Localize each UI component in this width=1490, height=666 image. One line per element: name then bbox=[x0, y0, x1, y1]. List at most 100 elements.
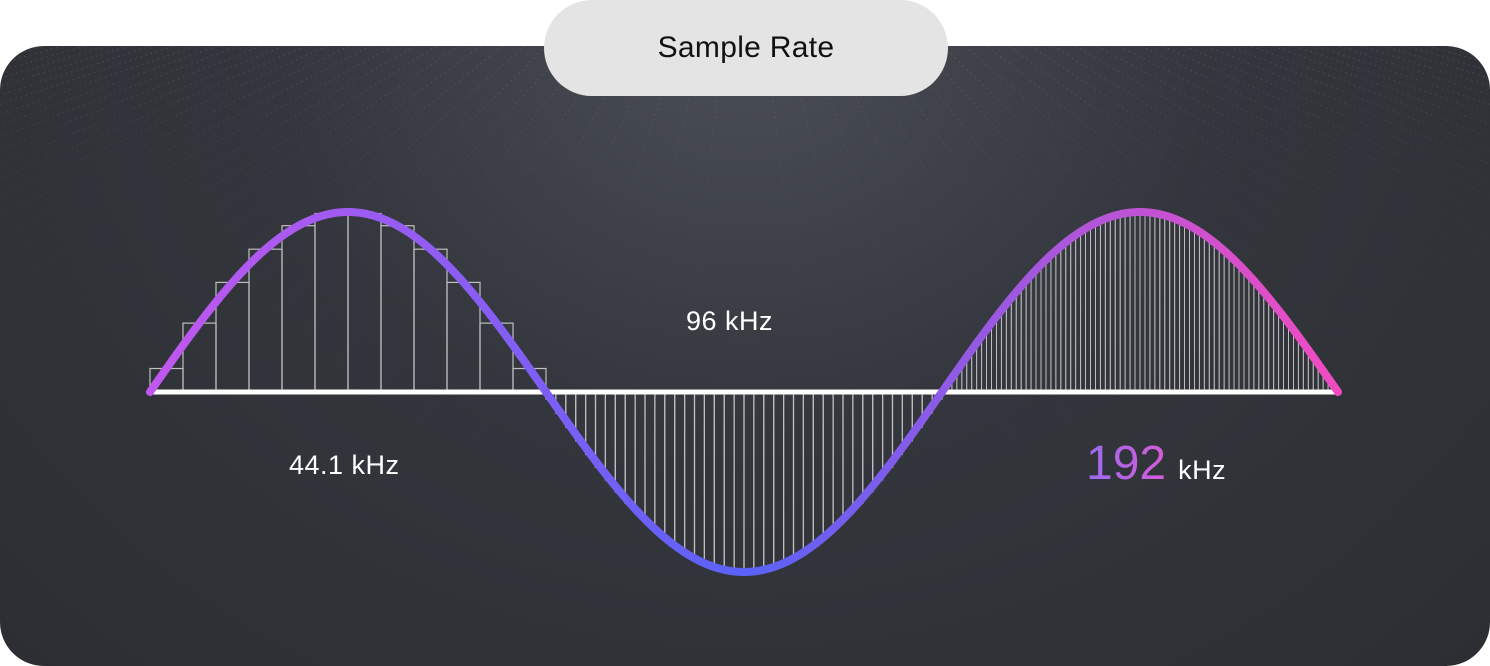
sample-bar-mid bbox=[674, 391, 686, 550]
sample-bar-high bbox=[1109, 215, 1116, 393]
sample-bar-high bbox=[1184, 223, 1190, 393]
sample-bar-high bbox=[1223, 252, 1230, 393]
sample-bar-high bbox=[1233, 261, 1240, 393]
sample-bar-mid bbox=[733, 391, 745, 573]
sample-bar-mid bbox=[822, 391, 834, 534]
sample-bar-mid bbox=[693, 391, 705, 562]
sample-bar-mid bbox=[634, 391, 646, 515]
sample-bar-high bbox=[1263, 294, 1270, 393]
sample-bar-high bbox=[1203, 236, 1210, 393]
sample-bar-mid bbox=[654, 391, 666, 534]
sample-bar-high bbox=[1124, 212, 1131, 393]
sample-bar-low bbox=[380, 225, 415, 393]
sample-bar-mid bbox=[862, 391, 874, 493]
sample-bar-high bbox=[1213, 243, 1220, 393]
sample-bar-high bbox=[1134, 211, 1141, 393]
sample-bar-high bbox=[1114, 214, 1121, 393]
sample-bar-mid bbox=[614, 391, 626, 493]
sample-bar-high bbox=[996, 313, 1002, 393]
page-title: Sample Rate bbox=[657, 31, 835, 64]
rate-label-low: 44.1 kHz bbox=[289, 450, 400, 480]
sample-bar-high bbox=[1104, 217, 1111, 393]
sample-bar-high bbox=[1164, 215, 1171, 393]
sample-bar-high bbox=[1020, 282, 1027, 393]
sample-bar-high bbox=[1268, 300, 1275, 393]
sample-bar-high bbox=[1288, 325, 1294, 393]
sample-bar-low bbox=[314, 212, 349, 393]
sample-bar-high bbox=[1174, 219, 1181, 393]
sample-bar-high bbox=[1208, 239, 1215, 393]
sample-bar-high bbox=[1040, 261, 1047, 393]
sample-bar-high bbox=[1035, 266, 1042, 393]
sample-bar-mid bbox=[743, 391, 755, 573]
sample-bar-high bbox=[1159, 214, 1166, 393]
rate-high-unit: kHz bbox=[1178, 455, 1227, 485]
sample-bar-high bbox=[1283, 319, 1289, 393]
sine-wave bbox=[146, 207, 1342, 577]
sample-bar-low bbox=[413, 248, 448, 393]
sample-bar-high bbox=[1015, 288, 1022, 393]
sample-bar-high bbox=[1025, 277, 1032, 393]
sample-bar-high bbox=[1154, 213, 1161, 393]
sample-bar-mid bbox=[773, 391, 785, 566]
sample-bar-high bbox=[1139, 211, 1146, 393]
sample-bar-high bbox=[1129, 211, 1136, 393]
dark-panel bbox=[0, 46, 1490, 666]
sample-bar-high bbox=[1030, 271, 1037, 393]
sample-bar-mid bbox=[594, 391, 606, 468]
sample-bar-high bbox=[1218, 248, 1225, 393]
sample-bar-high bbox=[1278, 313, 1284, 393]
sample-bar-mid bbox=[723, 391, 735, 572]
sample-bar-high bbox=[991, 319, 997, 393]
sample-bar-low bbox=[347, 212, 382, 393]
title-pill: Sample Rate bbox=[544, 0, 948, 96]
sample-bar-high bbox=[1258, 288, 1265, 393]
sample-bar-mid bbox=[624, 391, 636, 505]
sample-bar-mid bbox=[703, 391, 715, 566]
sample-bar-mid bbox=[792, 391, 804, 557]
sample-bar-high bbox=[1090, 223, 1096, 393]
sample-bar-high bbox=[1099, 219, 1106, 393]
sample-bar-high bbox=[1085, 226, 1091, 393]
sample-bar-high bbox=[1055, 248, 1062, 393]
sample-bar-mid bbox=[812, 391, 824, 543]
sample-bar-high bbox=[1005, 300, 1012, 393]
sample-bar-high bbox=[1149, 212, 1156, 393]
rate-label-mid: 96 kHz bbox=[686, 306, 774, 336]
sample-bar-high bbox=[1169, 217, 1176, 393]
sample-bar-high bbox=[1198, 232, 1205, 393]
sample-bar-high bbox=[1075, 232, 1082, 393]
sample-bar-high bbox=[1119, 213, 1126, 393]
sample-bar-low bbox=[248, 248, 283, 393]
sample-bar-high bbox=[1243, 271, 1250, 393]
sample-bar-high bbox=[1094, 221, 1101, 393]
sample-bar-high bbox=[1238, 266, 1245, 393]
sample-bar-high bbox=[1193, 229, 1200, 393]
sample-bar-mid bbox=[802, 391, 814, 550]
sample-bar-high bbox=[1010, 294, 1017, 393]
rate-high-value: 192 bbox=[1086, 437, 1167, 490]
sample-bar-mid bbox=[842, 391, 854, 515]
sample-bar-mid bbox=[713, 391, 725, 570]
sample-bar-mid bbox=[881, 391, 894, 468]
sample-bar-high bbox=[986, 325, 992, 393]
sample-bar-mid bbox=[763, 391, 775, 570]
sample-bar-mid bbox=[872, 391, 884, 481]
sample-bar-low bbox=[281, 225, 316, 393]
sample-bar-high bbox=[1189, 226, 1195, 393]
sample-bar-high bbox=[1065, 239, 1072, 393]
rate-label-high: 192 kHz bbox=[1086, 436, 1226, 491]
sample-bar-high bbox=[1060, 243, 1067, 393]
sample-bar-high bbox=[1273, 306, 1280, 393]
sample-bar-mid bbox=[832, 391, 844, 525]
sample-bar-high bbox=[1253, 282, 1260, 393]
sample-bar-high bbox=[1248, 277, 1255, 393]
sample-bar-high bbox=[1144, 211, 1151, 393]
sample-bar-mid bbox=[644, 391, 656, 525]
sample-bar-high bbox=[1080, 229, 1086, 393]
sample-bar-mid bbox=[782, 391, 795, 562]
sample-bar-mid bbox=[664, 391, 676, 543]
sample-bar-mid bbox=[852, 391, 864, 505]
